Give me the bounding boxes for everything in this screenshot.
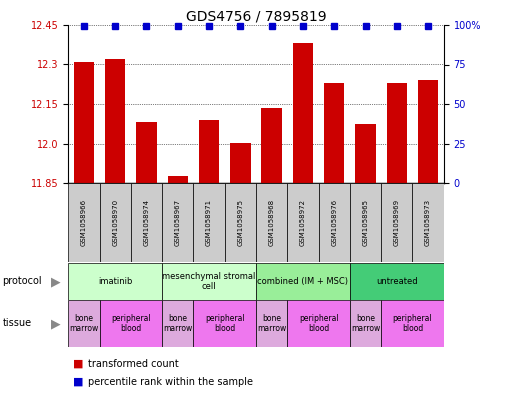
Bar bbox=[225, 183, 256, 262]
Bar bbox=[256, 183, 287, 262]
Bar bbox=[350, 183, 381, 262]
Text: GSM1058966: GSM1058966 bbox=[81, 199, 87, 246]
Text: GDS4756 / 7895819: GDS4756 / 7895819 bbox=[186, 10, 327, 24]
Bar bbox=[105, 59, 125, 183]
Bar bbox=[68, 183, 100, 262]
Text: bone
marrow: bone marrow bbox=[163, 314, 192, 333]
Bar bbox=[136, 123, 156, 183]
Text: mesenchymal stromal
cell: mesenchymal stromal cell bbox=[162, 272, 256, 291]
Bar bbox=[168, 176, 188, 183]
Bar bbox=[74, 62, 94, 183]
Text: tissue: tissue bbox=[3, 318, 32, 329]
Bar bbox=[256, 263, 350, 300]
Bar bbox=[256, 300, 287, 347]
Bar bbox=[100, 300, 162, 347]
Text: GSM1058965: GSM1058965 bbox=[363, 199, 368, 246]
Text: GSM1058970: GSM1058970 bbox=[112, 199, 118, 246]
Text: protocol: protocol bbox=[3, 277, 42, 286]
Text: GSM1058968: GSM1058968 bbox=[269, 199, 274, 246]
Text: percentile rank within the sample: percentile rank within the sample bbox=[88, 377, 253, 387]
Bar bbox=[387, 83, 407, 183]
Bar bbox=[381, 300, 444, 347]
Bar bbox=[100, 183, 131, 262]
Text: combined (IM + MSC): combined (IM + MSC) bbox=[258, 277, 348, 286]
Text: transformed count: transformed count bbox=[88, 358, 179, 369]
Bar bbox=[230, 143, 250, 183]
Bar bbox=[162, 263, 256, 300]
Bar bbox=[350, 300, 381, 347]
Text: GSM1058974: GSM1058974 bbox=[144, 199, 149, 246]
Text: ■: ■ bbox=[73, 358, 84, 369]
Bar bbox=[293, 44, 313, 183]
Text: peripheral
blood: peripheral blood bbox=[111, 314, 151, 333]
Text: GSM1058973: GSM1058973 bbox=[425, 199, 431, 246]
Bar bbox=[324, 83, 344, 183]
Bar bbox=[350, 263, 444, 300]
Bar bbox=[287, 183, 319, 262]
Bar bbox=[319, 183, 350, 262]
Bar bbox=[356, 124, 376, 183]
Bar bbox=[162, 300, 193, 347]
Text: bone
marrow: bone marrow bbox=[351, 314, 380, 333]
Bar bbox=[287, 300, 350, 347]
Text: ▶: ▶ bbox=[51, 275, 60, 288]
Bar bbox=[68, 300, 100, 347]
Bar bbox=[381, 183, 412, 262]
Bar bbox=[68, 263, 162, 300]
Text: ▶: ▶ bbox=[51, 317, 60, 330]
Text: peripheral
blood: peripheral blood bbox=[392, 314, 432, 333]
Text: GSM1058972: GSM1058972 bbox=[300, 199, 306, 246]
Text: peripheral
blood: peripheral blood bbox=[299, 314, 339, 333]
Bar bbox=[262, 108, 282, 183]
Bar bbox=[162, 183, 193, 262]
Text: bone
marrow: bone marrow bbox=[69, 314, 98, 333]
Text: GSM1058969: GSM1058969 bbox=[394, 199, 400, 246]
Text: imatinib: imatinib bbox=[98, 277, 132, 286]
Bar bbox=[193, 183, 225, 262]
Bar bbox=[412, 183, 444, 262]
Bar bbox=[418, 80, 438, 183]
Text: GSM1058975: GSM1058975 bbox=[238, 199, 243, 246]
Text: peripheral
blood: peripheral blood bbox=[205, 314, 245, 333]
Text: untreated: untreated bbox=[376, 277, 418, 286]
Text: GSM1058971: GSM1058971 bbox=[206, 199, 212, 246]
Text: bone
marrow: bone marrow bbox=[257, 314, 286, 333]
Bar bbox=[199, 120, 219, 183]
Bar bbox=[131, 183, 162, 262]
Bar bbox=[193, 300, 256, 347]
Text: GSM1058976: GSM1058976 bbox=[331, 199, 337, 246]
Text: GSM1058967: GSM1058967 bbox=[175, 199, 181, 246]
Text: ■: ■ bbox=[73, 377, 84, 387]
